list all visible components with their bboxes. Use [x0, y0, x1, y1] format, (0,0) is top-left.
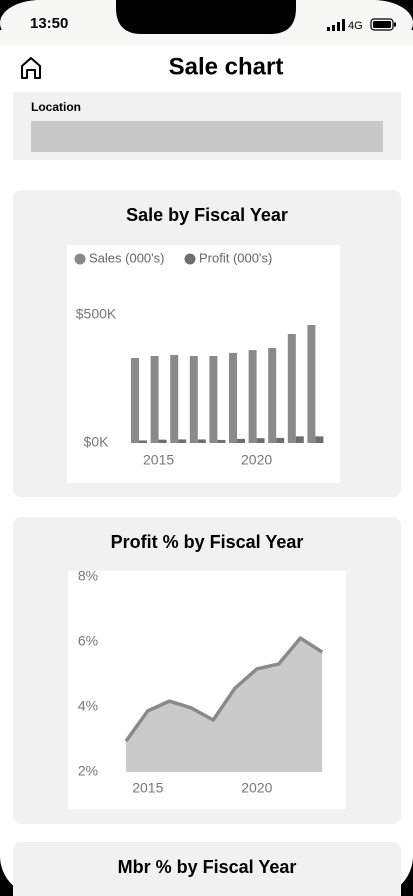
legend-marker: [184, 253, 196, 265]
battery-icon: [370, 18, 396, 31]
status-time: 13:50: [30, 15, 68, 32]
y-tick-label: $0K: [84, 434, 110, 450]
location-input[interactable]: [31, 121, 383, 152]
status-network: 4G: [348, 20, 363, 32]
bar: [170, 354, 179, 443]
bar: [276, 437, 285, 443]
bar: [229, 352, 237, 443]
bar: [268, 348, 277, 443]
legend-label: Profit (000's): [199, 250, 272, 265]
bar: [139, 440, 147, 443]
bar: [295, 436, 304, 443]
bar: [256, 438, 265, 443]
chart-title: Sale by Fiscal Year: [126, 205, 288, 225]
y-tick-label: 8%: [78, 568, 98, 584]
bar: [178, 439, 187, 443]
status-bar-fill: [0, 30, 413, 46]
legend-marker: [74, 253, 86, 265]
y-tick-label: 4%: [78, 698, 98, 714]
bar: [287, 333, 296, 443]
filter-label: Location: [31, 100, 81, 114]
x-tick-label: 2015: [132, 780, 163, 796]
line: [124, 636, 324, 743]
notch: [116, 0, 296, 34]
x-tick-label: 2020: [241, 452, 272, 468]
card: [13, 842, 401, 896]
y-tick-label: 2%: [78, 763, 98, 779]
bar: [131, 358, 139, 443]
chart-title: Mbr % by Fiscal Year: [118, 857, 297, 877]
y-tick-label: 6%: [78, 633, 98, 649]
bar: [209, 355, 218, 443]
bar: [150, 355, 159, 443]
bar: [315, 436, 324, 443]
x-tick-label: 2020: [241, 780, 272, 796]
signal-icon: [327, 19, 345, 31]
legend-label: Sales (000's): [89, 250, 164, 265]
home-button[interactable]: [21, 57, 41, 79]
bar: [217, 439, 226, 443]
x-tick-label: 2015: [143, 452, 174, 468]
bar: [248, 350, 257, 443]
chart-title: Profit % by Fiscal Year: [111, 532, 304, 552]
page-title: Sale chart: [169, 53, 284, 80]
bar: [237, 438, 245, 443]
bar: [158, 439, 167, 443]
bar: [189, 355, 198, 443]
bar: [307, 324, 316, 443]
bar: [197, 439, 206, 443]
y-tick-label: $500K: [76, 306, 117, 322]
